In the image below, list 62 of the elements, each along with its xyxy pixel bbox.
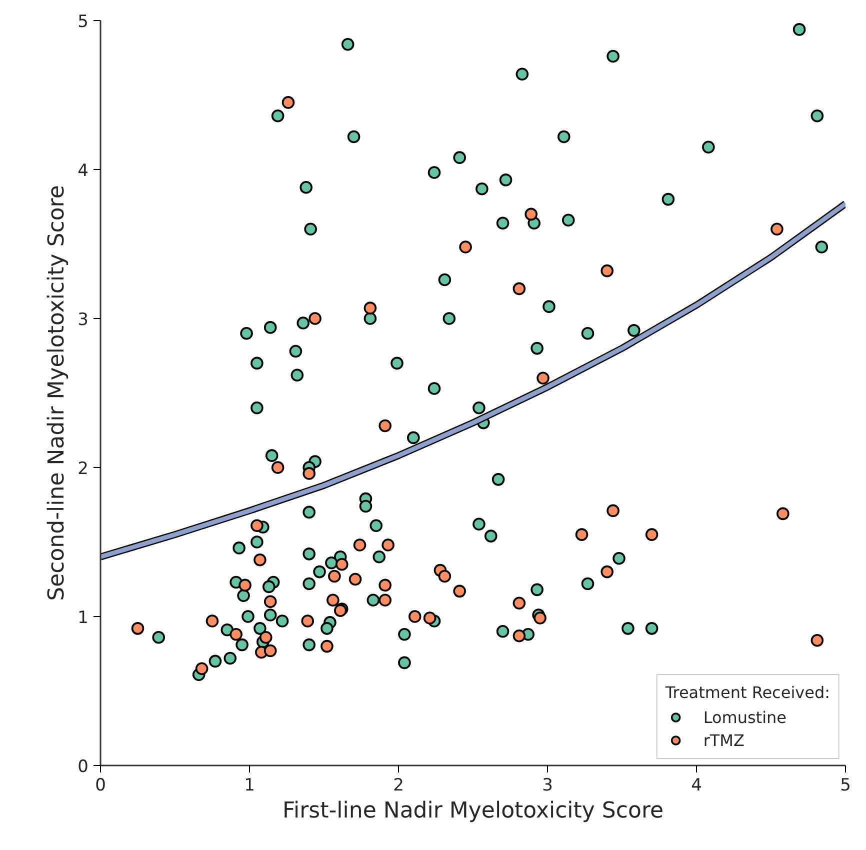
point: [536, 372, 550, 384]
point: [378, 419, 392, 432]
point: [606, 504, 620, 518]
point: [254, 553, 266, 566]
point: [600, 264, 614, 278]
y-tick-label: 0: [78, 757, 89, 777]
point: [264, 644, 277, 658]
x-tick-label: 4: [691, 776, 702, 796]
point: [512, 629, 526, 642]
point: [353, 538, 366, 552]
point: [575, 528, 588, 541]
point: [308, 312, 322, 325]
point: [459, 240, 472, 254]
point: [259, 630, 272, 644]
point: [131, 622, 144, 635]
y-tick-label: 1: [78, 608, 89, 628]
point: [302, 467, 316, 480]
y-axis-title: Second-line Nadir Myelotoxicity Score: [44, 185, 70, 601]
point: [206, 614, 219, 628]
point: [378, 594, 392, 606]
point: [378, 578, 392, 592]
legend-label: Lomustine: [703, 708, 786, 726]
point: [335, 558, 348, 571]
point: [512, 282, 526, 296]
x-tick-label: 3: [542, 776, 553, 796]
point: [264, 595, 277, 608]
x-tick-label: 5: [840, 776, 851, 796]
point: [364, 302, 377, 314]
x-tick-label: 1: [244, 776, 255, 796]
point: [382, 538, 394, 552]
point: [512, 596, 526, 610]
point: [438, 570, 452, 583]
legend-label: rTMZ: [703, 730, 744, 750]
point: [810, 634, 824, 647]
y-tick-label: 2: [78, 459, 89, 479]
point: [326, 594, 340, 606]
y-tick-label: 5: [78, 12, 89, 32]
point: [645, 528, 658, 541]
point: [348, 572, 362, 586]
point: [453, 584, 466, 598]
x-tick-label: 0: [95, 776, 106, 796]
y-tick-label: 3: [78, 310, 89, 330]
legend-title: Treatment Received:: [665, 683, 830, 702]
point: [328, 570, 341, 583]
point: [524, 208, 538, 221]
point: [776, 507, 790, 520]
point: [238, 578, 252, 592]
point: [423, 612, 436, 624]
point: [230, 628, 242, 641]
point: [195, 662, 208, 676]
point: [282, 96, 295, 109]
x-tick-label: 2: [393, 776, 404, 796]
point: [250, 519, 264, 532]
x-axis-title: First-line Nadir Myelotoxicity Score: [282, 798, 664, 824]
y-tick-label: 4: [78, 161, 89, 181]
point: [271, 461, 284, 474]
point: [301, 614, 314, 628]
point: [320, 640, 334, 653]
point: [600, 565, 614, 578]
point: [408, 610, 422, 623]
point: [770, 222, 784, 236]
point: [534, 612, 546, 624]
